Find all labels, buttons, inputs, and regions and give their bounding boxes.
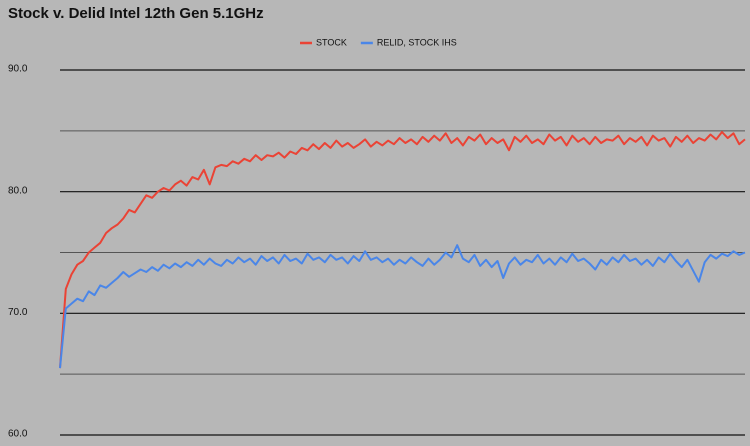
- y-tick-label: 60.0: [8, 429, 28, 440]
- legend-label: STOCK: [316, 37, 347, 47]
- y-tick-label: 70.0: [8, 307, 28, 318]
- legend: STOCK RELID, STOCK IHS: [300, 37, 457, 47]
- series-line: [59, 244, 746, 369]
- legend-label: RELID, STOCK IHS: [377, 37, 457, 47]
- y-tick-label: 90.0: [8, 64, 28, 75]
- y-tick-label: 80.0: [8, 185, 28, 196]
- chart-title: Stock v. Delid Intel 12th Gen 5.1GHz: [8, 5, 264, 22]
- series-line: [59, 131, 746, 369]
